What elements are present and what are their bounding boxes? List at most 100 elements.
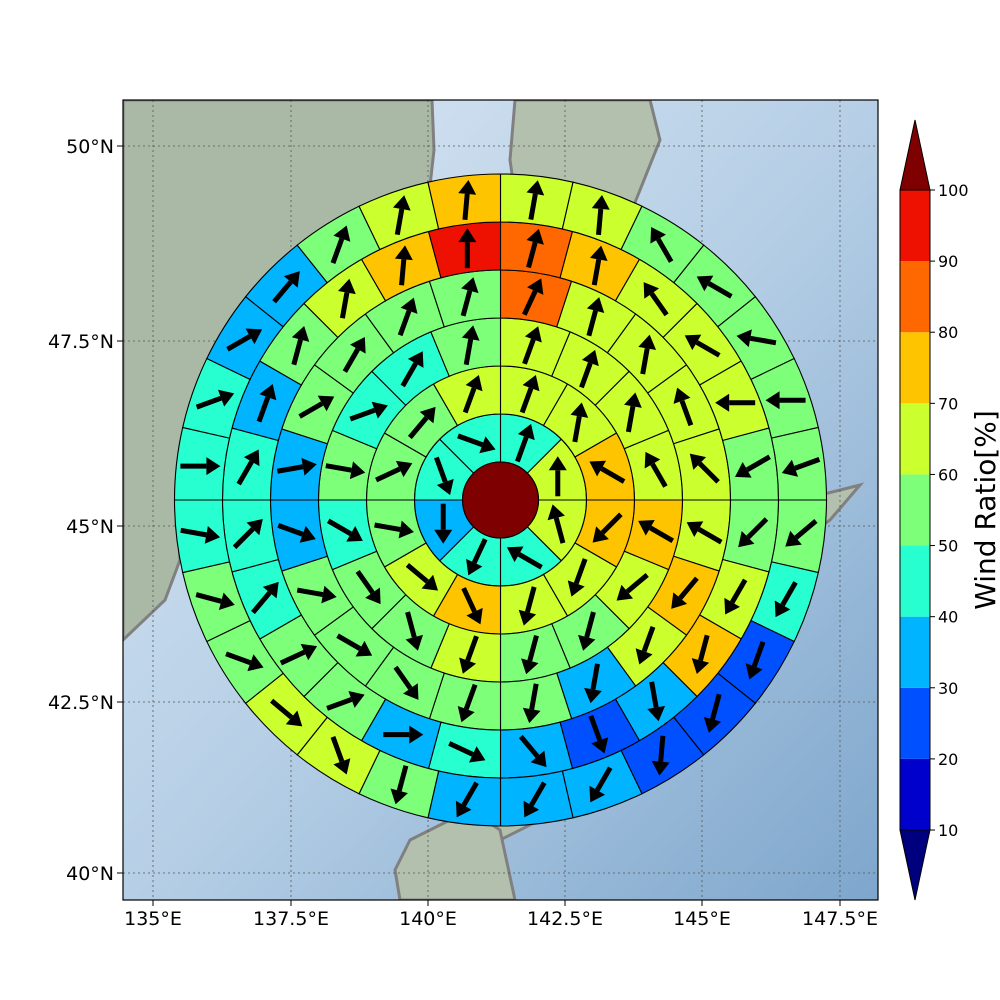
colorbar-band <box>900 190 930 262</box>
wind-arrow <box>735 454 771 478</box>
colorbar-tick-label: 30 <box>938 679 958 698</box>
wind-arrow <box>405 563 439 591</box>
wind-arrow <box>355 569 381 605</box>
wind-arrow <box>651 735 670 776</box>
sector-cell <box>221 499 280 573</box>
wind-arrow <box>270 698 303 727</box>
wind-arrow <box>715 393 756 412</box>
wind-arrow <box>518 586 537 626</box>
wind-arrows <box>180 179 821 818</box>
wind-arrow <box>460 277 479 317</box>
wind-arrow <box>462 374 483 414</box>
wind-arrow <box>724 578 748 615</box>
x-tick-label: 135°E <box>124 908 182 930</box>
wind-arrow <box>523 781 547 818</box>
wind-arrow <box>390 765 409 805</box>
wind-arrow <box>461 325 480 366</box>
colorbar-tick-label: 70 <box>938 394 958 413</box>
wind-arrow <box>579 349 599 389</box>
x-tick-label: 137.5°E <box>253 908 329 930</box>
colorbar-tick-label: 10 <box>938 821 958 840</box>
wind-arrow <box>180 457 221 476</box>
wind-arrow <box>458 228 477 269</box>
wind-arrow <box>589 766 613 803</box>
colorbar-band <box>900 758 930 830</box>
wind-arrow <box>703 693 722 733</box>
wind-arrow <box>785 519 818 547</box>
wind-arrow <box>434 456 454 496</box>
colorbar-over-extend <box>899 119 931 191</box>
y-tick-label: 40°N <box>66 863 114 885</box>
wind-arrow <box>691 634 710 674</box>
wind-arrow <box>671 576 699 609</box>
colorbar-label: Wind Ratio[%] <box>969 410 1000 610</box>
wind-arrow <box>584 663 602 704</box>
wind-arrow <box>519 374 540 414</box>
wind-arrow <box>226 328 263 352</box>
colorbar-band <box>900 474 930 546</box>
wind-arrow <box>383 725 424 744</box>
wind-arrow <box>567 558 588 597</box>
wind-arrow <box>195 592 235 610</box>
colorbar-tick-label: 90 <box>938 252 958 271</box>
wind-arrow <box>696 275 733 299</box>
wind-arrow <box>405 611 423 651</box>
wind-arrow <box>781 456 821 477</box>
wind-arrow <box>448 741 486 763</box>
wind-arrow <box>643 282 669 317</box>
x-tick-label: 140°E <box>399 908 457 930</box>
wind-arrow <box>638 334 657 375</box>
x-tick-label: 142.5°E <box>527 908 603 930</box>
wind-arrow <box>349 401 388 422</box>
wind-arrow <box>521 634 539 675</box>
sector-cell <box>499 721 574 779</box>
wind-arrow <box>225 651 264 672</box>
colorbar-band <box>900 545 930 617</box>
wind-arrow <box>251 581 279 615</box>
wind-arrow <box>526 180 545 221</box>
wind-arrow <box>276 457 317 476</box>
wind-arrow <box>774 581 798 618</box>
wind-arrow <box>518 734 547 768</box>
wind-arrow <box>457 683 478 723</box>
wind-arrow <box>330 736 351 775</box>
wind-arrow <box>394 245 413 286</box>
wind-arrow <box>272 271 300 304</box>
wind-arrow <box>298 395 335 419</box>
wind-arrow <box>397 297 418 337</box>
wind-arrow <box>342 337 366 373</box>
y-tick-label: 45°N <box>66 516 114 538</box>
wind-arrow <box>588 715 609 754</box>
wind-arrow <box>291 326 310 366</box>
colorbar-band <box>900 403 930 475</box>
wind-arrow <box>296 585 337 604</box>
wind-arrow <box>526 228 544 269</box>
wind-arrow <box>650 226 674 263</box>
wind-arrow <box>616 573 649 601</box>
wind-arrow <box>466 538 488 576</box>
wind-arrow <box>506 546 543 570</box>
wind-arrow <box>256 384 277 423</box>
colorbar-tick-label: 100 <box>938 181 969 200</box>
wind-arrow <box>589 245 608 286</box>
y-tick-label: 50°N <box>66 136 114 158</box>
sector-cell <box>427 770 502 827</box>
colorbar-under-extend <box>899 829 931 901</box>
x-tick-label: 145°E <box>673 908 731 930</box>
colorbar-band <box>900 261 930 333</box>
wind-arrow <box>586 297 605 337</box>
colorbar-tick-label: 80 <box>938 323 958 342</box>
wind-arrow <box>624 392 642 433</box>
sector-cell <box>721 427 780 501</box>
wind-arrow <box>338 278 356 319</box>
wind-arrow <box>765 391 806 410</box>
sector-cell <box>770 426 828 501</box>
center-cell <box>461 461 540 539</box>
wind-arrow <box>522 278 544 316</box>
plot-frame <box>122 99 879 901</box>
wind-arrow <box>374 520 414 539</box>
wind-arrow <box>277 523 316 543</box>
wind-arrow <box>592 512 623 543</box>
wind-arrow <box>738 517 769 548</box>
wind-arrow <box>522 326 542 365</box>
